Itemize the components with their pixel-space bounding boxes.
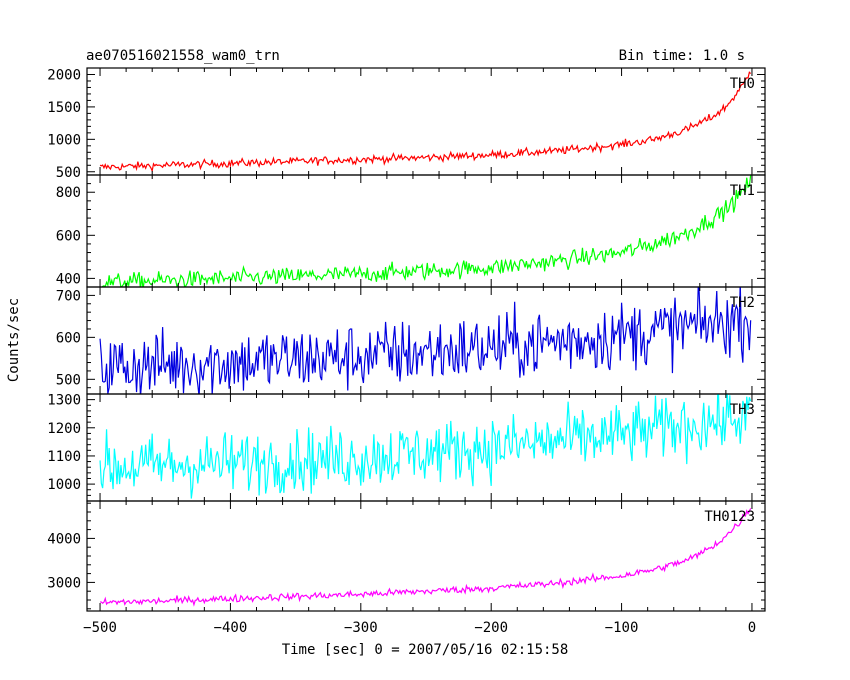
panel-th0123: 3000 4000 TH0123 — [47, 500, 766, 612]
panel-label-th0123: TH0123 — [704, 509, 755, 525]
panel-label-th3: TH3 — [730, 402, 755, 418]
panel-th3: 1000 1100 1200 1300 TH3 — [47, 393, 766, 502]
x-tick-label: −200 — [474, 620, 508, 636]
panel-frame — [86, 500, 766, 612]
x-tick-label: −400 — [214, 620, 248, 636]
y-tick-label: 600 — [56, 330, 81, 346]
y-tick-label: 500 — [56, 372, 81, 388]
y-tick-label: 1100 — [47, 449, 81, 465]
x-tick-labels: −500 −400 −300 −200 −100 0 — [83, 620, 756, 636]
y-tick-label: 1300 — [47, 393, 81, 409]
panel-label-th2: TH2 — [730, 295, 755, 311]
panel-th0: 500 1000 1500 2000 TH0 — [47, 67, 766, 181]
y-tick-label: 700 — [56, 288, 81, 304]
y-tick-label: 4000 — [47, 531, 81, 547]
series-line-th2 — [99, 287, 752, 394]
panel-frame — [86, 67, 766, 176]
panel-th2: 500 600 700 TH2 — [56, 286, 766, 395]
y-tick-label: 800 — [56, 185, 81, 201]
y-axis-label: Counts/sec — [6, 298, 22, 382]
x-tick-label: −100 — [605, 620, 639, 636]
x-axis-label: Time [sec] 0 = 2007/05/16 02:15:58 — [282, 642, 569, 658]
series-line-th0 — [99, 71, 752, 173]
x-tick-label: −500 — [83, 620, 117, 636]
x-tick-label: 0 — [748, 620, 756, 636]
x-tick-label: −300 — [344, 620, 378, 636]
series-line-th0123 — [99, 508, 752, 607]
chart-title-left: ae070516021558_wam0_trn — [86, 48, 280, 64]
y-tick-label: 2000 — [47, 67, 81, 83]
series-line-th1 — [101, 175, 752, 287]
y-tick-label: 3000 — [47, 575, 81, 591]
series-line-th3 — [99, 394, 752, 499]
panel-label-th1: TH1 — [730, 183, 755, 199]
y-tick-label: 400 — [56, 271, 81, 287]
y-tick-label: 1500 — [47, 100, 81, 116]
panel-label-th0: TH0 — [730, 76, 755, 92]
y-tick-label: 1000 — [47, 132, 81, 148]
panels-group: 500 1000 1500 2000 TH0 400 600 800 TH1 500 600 700 T… — [47, 67, 766, 612]
chart-title-right: Bin time: 1.0 s — [619, 48, 745, 64]
y-tick-label: 1000 — [47, 477, 81, 493]
y-tick-label: 500 — [56, 165, 81, 181]
y-tick-label: 1200 — [47, 421, 81, 437]
panel-th1: 400 600 800 TH1 — [56, 174, 766, 288]
y-tick-label: 600 — [56, 228, 81, 244]
